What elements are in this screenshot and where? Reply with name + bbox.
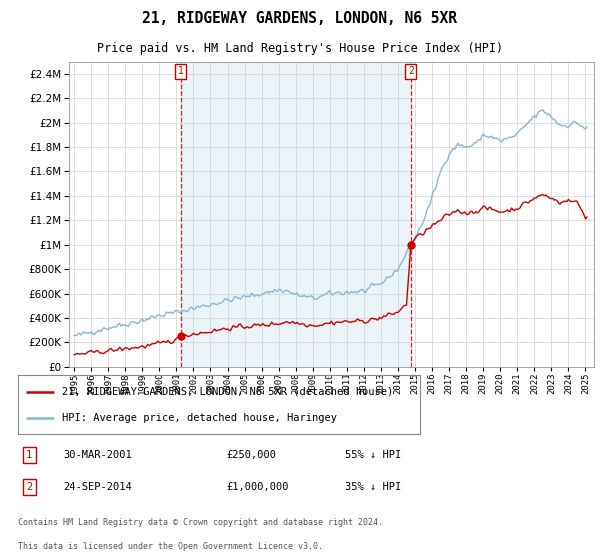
Text: 24-SEP-2014: 24-SEP-2014 (63, 482, 132, 492)
Text: 30-MAR-2001: 30-MAR-2001 (63, 450, 132, 460)
Bar (181, 62, 411, 367)
Text: This data is licensed under the Open Government Licence v3.0.: This data is licensed under the Open Gov… (18, 542, 323, 551)
Text: 1: 1 (26, 450, 32, 460)
Text: HPI: Average price, detached house, Haringey: HPI: Average price, detached house, Hari… (62, 413, 337, 423)
Text: 55% ↓ HPI: 55% ↓ HPI (345, 450, 401, 460)
Text: 21, RIDGEWAY GARDENS, LONDON, N6 5XR (detached house): 21, RIDGEWAY GARDENS, LONDON, N6 5XR (de… (62, 386, 394, 396)
Text: Contains HM Land Registry data © Crown copyright and database right 2024.: Contains HM Land Registry data © Crown c… (18, 518, 383, 527)
Text: Price paid vs. HM Land Registry's House Price Index (HPI): Price paid vs. HM Land Registry's House … (97, 43, 503, 55)
Text: 2: 2 (26, 482, 32, 492)
Text: £250,000: £250,000 (227, 450, 277, 460)
Text: 2: 2 (408, 66, 413, 76)
Text: 35% ↓ HPI: 35% ↓ HPI (345, 482, 401, 492)
Text: 21, RIDGEWAY GARDENS, LONDON, N6 5XR: 21, RIDGEWAY GARDENS, LONDON, N6 5XR (143, 11, 458, 26)
Text: 1: 1 (178, 66, 184, 76)
Text: £1,000,000: £1,000,000 (227, 482, 289, 492)
